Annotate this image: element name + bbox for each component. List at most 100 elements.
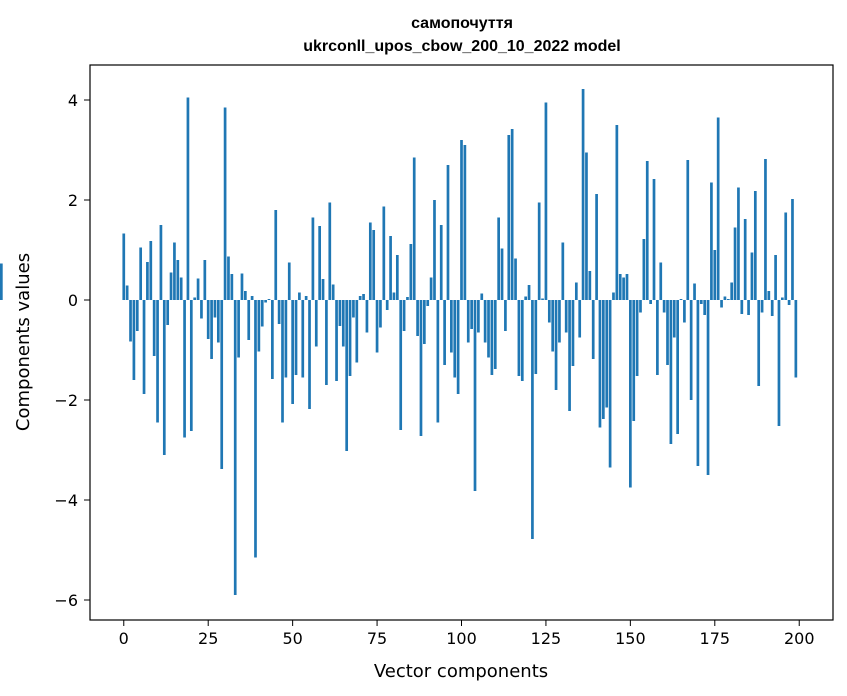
bar [686, 160, 690, 300]
bar [642, 239, 646, 300]
bar [328, 202, 332, 300]
bar [395, 255, 399, 300]
bar [669, 300, 673, 444]
bar [703, 300, 707, 315]
bar [416, 300, 419, 336]
bar [358, 296, 362, 300]
bar [760, 300, 764, 313]
bar [598, 300, 602, 428]
bar [767, 291, 771, 300]
bar [264, 300, 267, 303]
bar [726, 299, 730, 300]
bar [355, 300, 359, 363]
bar [230, 274, 234, 300]
bar [392, 292, 396, 300]
bar [409, 244, 413, 300]
bar [348, 300, 352, 376]
bar [173, 242, 176, 300]
bar [730, 282, 734, 300]
bar [142, 300, 146, 394]
bar [517, 300, 521, 376]
bar [139, 247, 143, 300]
bar [379, 300, 382, 328]
bar [463, 145, 467, 300]
bar [710, 182, 713, 300]
bar [271, 300, 274, 379]
bar [227, 256, 230, 300]
bar [645, 161, 649, 300]
bar [446, 165, 450, 300]
bar [213, 300, 217, 318]
bar [254, 300, 257, 558]
bar [166, 300, 170, 325]
bar [135, 300, 139, 331]
bar [443, 300, 446, 365]
bar [791, 199, 794, 300]
x-tick-label: 100 [446, 629, 477, 648]
bar [433, 200, 436, 300]
bar [753, 191, 757, 300]
bar [693, 283, 696, 300]
bar [531, 300, 534, 539]
chart-title: самопочуття [411, 15, 513, 32]
x-tick-label: 25 [198, 629, 218, 648]
bar [696, 300, 700, 466]
bar [291, 300, 294, 404]
bar [757, 300, 761, 386]
bar [743, 219, 747, 300]
bar [244, 291, 247, 300]
bar [233, 300, 237, 595]
bar [618, 274, 622, 300]
bar [774, 255, 777, 300]
bar [152, 300, 156, 356]
bar [764, 159, 767, 300]
bar [260, 300, 264, 327]
bar [362, 294, 365, 300]
bar [551, 300, 555, 352]
bar [470, 300, 473, 329]
bar [520, 300, 524, 381]
bar [321, 279, 325, 300]
bar [257, 300, 261, 352]
bar [439, 225, 443, 300]
bar [635, 300, 639, 376]
bar [325, 300, 328, 385]
bar [318, 226, 322, 300]
bar [368, 222, 372, 300]
bar [537, 202, 541, 300]
bar [453, 300, 457, 378]
y-tick-label: 2 [68, 191, 78, 210]
bar [406, 297, 409, 300]
bar [794, 300, 798, 378]
bar [510, 129, 514, 300]
bar [699, 300, 703, 304]
bar [176, 260, 180, 300]
bar [466, 300, 470, 343]
bar [429, 277, 433, 300]
bar [493, 300, 497, 369]
y-tick-label: 4 [68, 91, 78, 110]
bar [527, 285, 531, 300]
y-tick-label: 0 [68, 291, 78, 310]
x-tick-label: 150 [615, 629, 646, 648]
bar [605, 300, 609, 408]
x-tick-label: 50 [282, 629, 302, 648]
bar [558, 300, 561, 343]
bar [345, 300, 349, 451]
bar [450, 300, 453, 353]
bar [341, 300, 345, 347]
y-axis-label: Components values [13, 253, 34, 431]
bar [504, 300, 507, 331]
bar [149, 241, 153, 300]
bar [652, 179, 656, 300]
bar [740, 300, 744, 314]
bar [314, 300, 318, 347]
x-tick-label: 175 [700, 629, 731, 648]
bar [656, 300, 659, 375]
bar [612, 292, 615, 300]
bar [129, 300, 132, 342]
bar [601, 300, 605, 419]
bar [770, 300, 774, 316]
bar [220, 300, 224, 469]
